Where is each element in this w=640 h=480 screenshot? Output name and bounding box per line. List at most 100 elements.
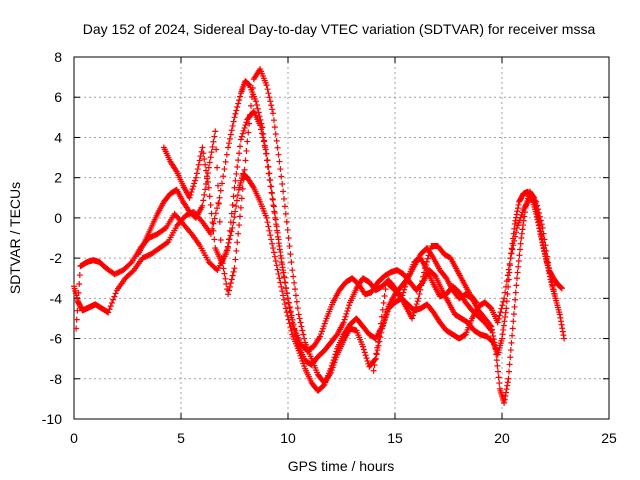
data-point [230,118,237,125]
y-tick-label: -6 [50,331,63,347]
data-point [275,151,282,158]
data-point [383,311,390,318]
x-axis-label: GPS time / hours [288,458,395,474]
data-point [381,293,388,300]
data-point [547,273,554,280]
data-point [231,265,238,272]
data-point [421,265,428,272]
data-point [255,109,262,116]
data-point [342,313,349,320]
data-point [269,195,276,202]
data-point [506,260,513,267]
data-point [512,233,519,240]
data-point [557,314,564,321]
data-point [236,150,243,157]
data-point [234,192,241,199]
data-point [280,188,287,195]
data-point [491,339,498,346]
data-point [220,173,227,180]
data-point [201,155,208,162]
data-point [73,325,80,332]
data-point [188,189,195,196]
data-point [494,319,501,326]
data-point [516,252,523,259]
data-point [286,304,293,311]
data-point [210,227,217,234]
data-point [346,302,353,309]
data-point [191,180,198,187]
data-point [558,321,565,328]
data-point [286,320,293,327]
data-point [291,326,298,333]
data-point [544,253,551,260]
data-point [515,257,522,264]
data-point [293,298,300,305]
y-tick-labels: -10 -8 -6 -4 -2 0 2 4 6 8 [42,49,62,427]
data-point [220,265,227,272]
data-point [422,262,429,269]
data-point [273,262,280,269]
data-point [229,201,236,208]
series-track-b [73,170,568,406]
data-point [520,222,527,229]
data-point [226,283,233,290]
data-point [210,220,217,227]
data-point [550,286,557,293]
data-point [270,203,277,210]
data-point [263,82,270,89]
data-point [515,263,522,270]
data-point [420,273,427,280]
y-tick-label: 8 [54,49,62,65]
data-point [292,333,299,340]
data-point [491,342,498,349]
data-points [71,66,568,406]
data-point [533,198,540,205]
data-point [233,247,240,254]
data-point [203,173,210,180]
data-point [288,259,295,266]
data-point [282,285,289,292]
data-point [272,257,279,264]
data-point [506,368,513,375]
data-point [285,299,292,306]
data-point [509,325,516,332]
y-tick-label: 6 [54,89,62,105]
data-point [274,144,281,151]
data-point [189,186,196,193]
data-point [245,129,252,136]
data-point [537,217,544,224]
data-point [268,183,275,190]
data-point [205,184,212,191]
data-point [409,315,416,322]
data-point [243,119,250,126]
data-point [214,205,221,212]
data-point [505,375,512,382]
data-point [513,275,520,282]
data-point [227,232,234,239]
data-point [263,214,270,221]
data-point [403,278,410,285]
data-point [415,295,422,302]
data-point [218,180,225,187]
data-point [517,240,524,247]
data-point [281,279,288,286]
data-point [279,180,286,187]
data-point [230,193,237,200]
data-point [272,130,279,137]
data-point [266,227,273,234]
data-point [194,166,201,173]
data-point [499,335,505,342]
data-point [225,287,232,294]
data-point [548,278,555,285]
data-point [279,261,286,268]
data-point [274,266,281,273]
data-point [239,130,246,137]
data-point [106,306,113,313]
data-point [283,218,290,225]
data-point [506,361,513,368]
data-point [510,318,517,325]
data-point [490,336,497,343]
data-point [493,357,500,364]
data-point [238,195,245,202]
y-tick-label: -4 [50,290,63,306]
